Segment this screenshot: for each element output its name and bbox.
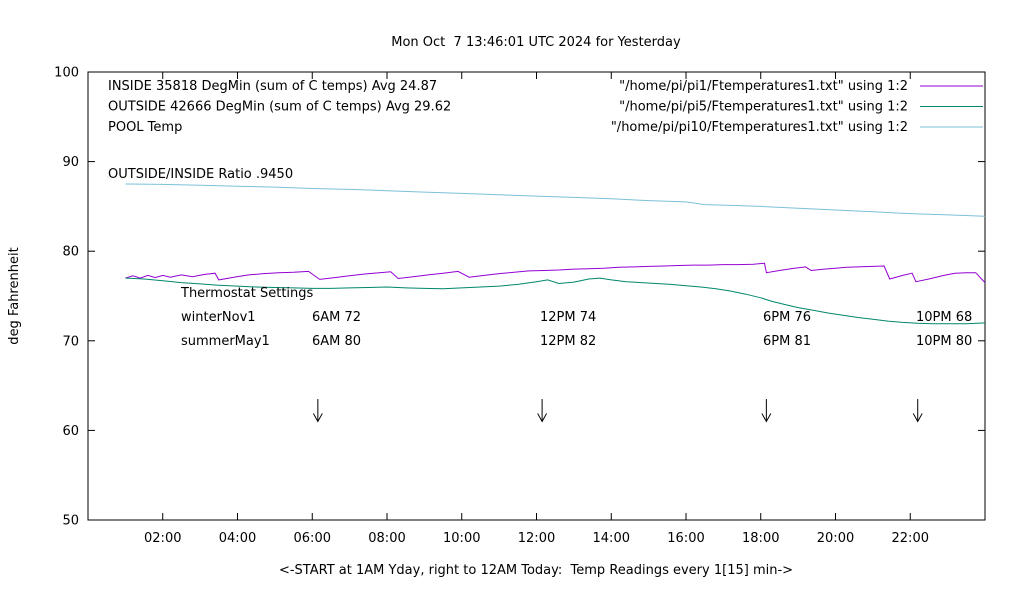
legend-file-label: "/home/pi/pi5/Ftemperatures1.txt" using … xyxy=(619,100,908,115)
thermostat-setting: 10PM 80 xyxy=(916,334,972,349)
y-tick-label: 100 xyxy=(54,66,79,81)
x-axis-label: <-START at 1AM Yday, right to 12AM Today… xyxy=(279,563,793,578)
x-tick-label: 14:00 xyxy=(593,531,630,546)
y-tick-label: 90 xyxy=(62,155,79,170)
y-tick-label: 50 xyxy=(62,514,79,529)
x-tick-label: 22:00 xyxy=(892,531,929,546)
chart-title: Mon Oct 7 13:46:01 UTC 2024 for Yesterda… xyxy=(391,35,681,50)
x-tick-label: 18:00 xyxy=(742,531,779,546)
legend-file-label: "/home/pi/pi10/Ftemperatures1.txt" using… xyxy=(611,120,908,135)
thermostat-setting: 6PM 76 xyxy=(763,310,811,325)
x-tick-label: 04:00 xyxy=(219,531,256,546)
thermostat-setting: 10PM 68 xyxy=(916,310,972,325)
event-arrow-head xyxy=(312,413,323,423)
event-arrow-head xyxy=(537,413,548,423)
y-tick-label: 80 xyxy=(62,245,79,260)
x-tick-label: 02:00 xyxy=(144,531,181,546)
x-tick-label: 16:00 xyxy=(667,531,704,546)
x-tick-label: 08:00 xyxy=(368,531,405,546)
thermostat-setting: 12PM 74 xyxy=(540,310,596,325)
thermostat-row-label: summerMay1 xyxy=(181,334,270,349)
y-axis-label: deg Fahrenheit xyxy=(7,247,22,344)
thermostat-setting: 6AM 72 xyxy=(312,310,361,325)
legend-file-label: "/home/pi/pi1/Ftemperatures1.txt" using … xyxy=(619,79,908,94)
y-tick-label: 70 xyxy=(62,334,79,349)
event-arrow-head xyxy=(912,413,923,423)
y-tick-label: 60 xyxy=(62,424,79,439)
legend-label: POOL Temp xyxy=(108,120,182,135)
legend-label: OUTSIDE 42666 DegMin (sum of C temps) Av… xyxy=(108,100,451,115)
ratio-label: OUTSIDE/INSIDE Ratio .9450 xyxy=(108,167,293,182)
thermostat-setting: 12PM 82 xyxy=(540,334,596,349)
x-tick-label: 20:00 xyxy=(817,531,854,546)
thermostat-row-label: winterNov1 xyxy=(181,310,256,325)
thermostat-setting: 6AM 80 xyxy=(312,334,361,349)
legend-label: INSIDE 35818 DegMin (sum of C temps) Avg… xyxy=(108,79,437,94)
thermostat-setting: 6PM 81 xyxy=(763,334,811,349)
thermostat-title: Thermostat Settings xyxy=(180,286,314,301)
series-line-inside xyxy=(125,262,986,283)
x-tick-label: 06:00 xyxy=(294,531,331,546)
x-tick-label: 12:00 xyxy=(518,531,555,546)
event-arrow-head xyxy=(761,413,772,423)
x-tick-label: 10:00 xyxy=(443,531,480,546)
series-line-outside xyxy=(125,277,986,325)
series-line-pool xyxy=(125,183,986,217)
